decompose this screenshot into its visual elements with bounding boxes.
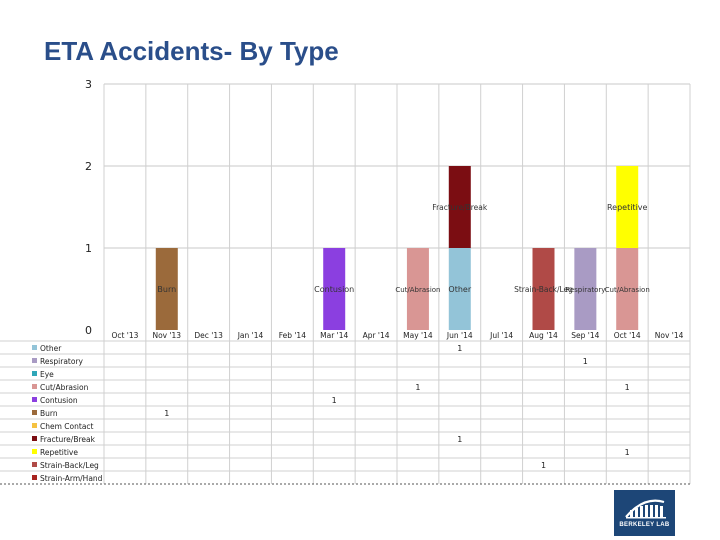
x-tick-label: Mar '14 [320,331,348,340]
legend-label: Contusion [40,396,78,405]
legend-label: Respiratory [40,357,84,366]
chart-title: ETA Accidents- By Type [44,36,339,66]
x-tick-label: Apr '14 [363,331,390,340]
y-tick-label: 2 [85,160,92,173]
bar-data-label: Other [448,285,471,294]
berkeley-lab-logo: BERKELEY LAB [614,490,675,536]
legend-label: Strain-Back/Leg [40,461,99,470]
table-value: 1 [457,435,462,444]
logo-text: BERKELEY LAB [619,522,670,528]
legend-swatch [32,449,37,454]
x-tick-label: Oct '13 [111,331,138,340]
table-value: 1 [164,409,169,418]
y-tick-label: 3 [85,78,92,91]
bar-segment [532,248,555,330]
legend-label: Fracture/Break [40,435,96,444]
table-value: 1 [541,461,546,470]
x-tick-label: Aug '14 [529,331,558,340]
bar-segment [574,248,597,330]
legend-swatch [32,462,37,467]
lab-building-icon [625,499,666,519]
bar-data-label: Burn [157,285,176,294]
legend-label: Repetitive [40,448,78,457]
x-tick-label: Sep '14 [571,331,599,340]
bar-segment [448,166,471,248]
x-tick-label: Oct '14 [614,331,641,340]
bar-segment [448,248,471,330]
legend-swatch [32,384,37,389]
bar-segment [616,248,639,330]
legend-label: Cut/Abrasion [40,383,89,392]
table-value: 1 [332,396,337,405]
bar-segment [616,166,639,248]
legend-swatch [32,397,37,402]
x-tick-label: Feb '14 [279,331,306,340]
bar-segment [323,248,346,330]
table-value: 1 [625,383,630,392]
bar-data-label: Fracture/Break [432,203,488,212]
legend-label: Eye [40,370,54,379]
x-tick-label: May '14 [403,331,433,340]
x-tick-label: Jan '14 [237,331,264,340]
bar-segment [406,248,429,330]
legend-swatch [32,410,37,415]
bar-data-label: Respiratory [565,286,605,294]
legend-swatch [32,423,37,428]
x-tick-label: Jul '14 [489,331,513,340]
bar-data-label: Repetitive [607,203,648,212]
table-value: 1 [625,448,630,457]
legend-label: Strain-Arm/Hand [40,474,103,483]
x-tick-label: Nov '13 [152,331,181,340]
bar-data-label: Contusion [314,285,354,294]
legend-swatch [32,436,37,441]
x-tick-label: Nov '14 [655,331,684,340]
bar-data-label: Cut/Abrasion [605,286,650,294]
bar-segment [155,248,178,330]
legend-swatch [32,371,37,376]
legend-swatch [32,475,37,480]
table-value: 1 [415,383,420,392]
table-value: 1 [583,357,588,366]
bar-data-label: Cut/Abrasion [395,286,440,294]
legend-label: Other [40,344,62,353]
table-value: 1 [457,344,462,353]
legend-swatch [32,345,37,350]
y-tick-label: 1 [85,242,92,255]
x-tick-label: Jun '14 [446,331,473,340]
x-tick-label: Dec '13 [194,331,223,340]
legend-swatch [32,358,37,363]
legend-label: Chem Contact [40,422,94,431]
legend-label: Burn [40,409,58,418]
y-tick-label: 0 [85,324,92,337]
bar-data-label: Strain-Back/Leg [514,285,573,294]
